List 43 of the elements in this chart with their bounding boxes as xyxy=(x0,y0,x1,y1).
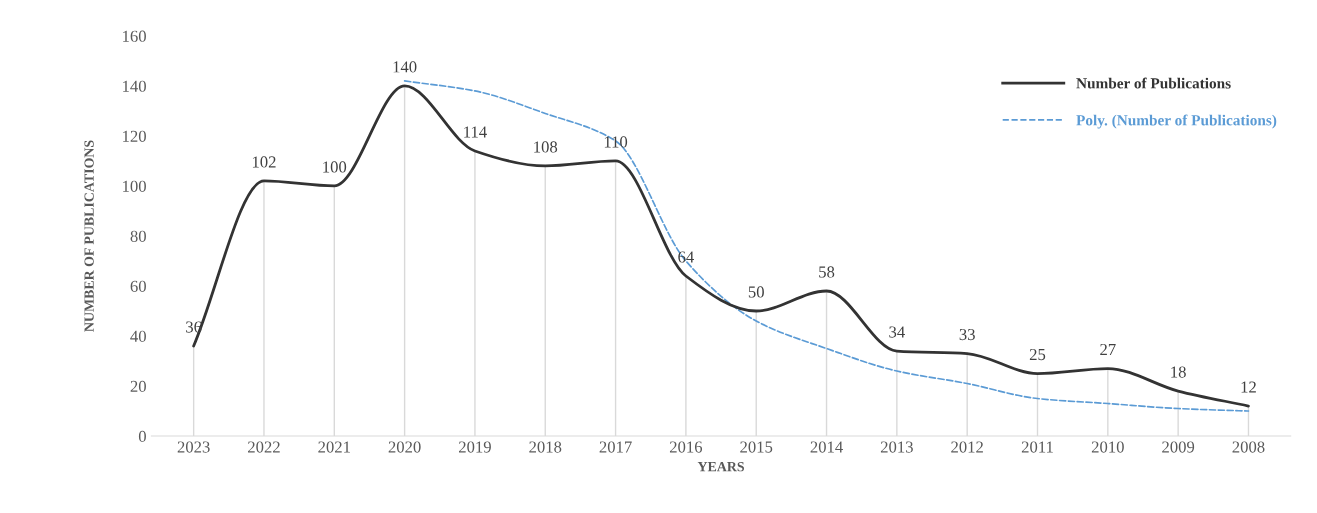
legend-label: Poly. (Number of Publications) xyxy=(1076,114,1277,129)
data-label: 34 xyxy=(889,326,905,338)
y-tick-label: 60 xyxy=(130,280,146,292)
y-tick-label: 40 xyxy=(130,330,146,342)
y-tick-label: 20 xyxy=(130,380,146,392)
x-tick-label: 2014 xyxy=(810,441,843,453)
x-tick-label: 2016 xyxy=(669,441,703,453)
x-tick-label: 2019 xyxy=(459,441,491,453)
data-label: 102 xyxy=(252,156,276,168)
y-axis-title: NUMBER OF PUBLICATIONS xyxy=(84,140,94,332)
data-label: 27 xyxy=(1100,343,1116,355)
x-tick-label: 2011 xyxy=(1021,441,1053,453)
x-axis-title: YEARS xyxy=(697,462,745,472)
data-label: 108 xyxy=(534,141,558,153)
x-tick-label: 2017 xyxy=(599,441,632,453)
y-tick-label: 0 xyxy=(138,430,146,442)
y-tick-label: 140 xyxy=(123,80,146,92)
x-tick-label: 2015 xyxy=(740,441,773,453)
x-tick-label: 2023 xyxy=(177,441,210,453)
x-tick-label: 2020 xyxy=(388,441,421,453)
data-label: 100 xyxy=(323,161,347,173)
data-label: 18 xyxy=(1171,366,1186,378)
data-label: 140 xyxy=(393,61,417,73)
y-tick-label: 100 xyxy=(123,180,146,192)
x-tick-label: 2012 xyxy=(951,441,983,453)
data-label: 25 xyxy=(1029,348,1046,361)
x-tick-label: 2021 xyxy=(318,441,350,453)
x-tick-label: 2013 xyxy=(880,441,913,453)
data-label: 114 xyxy=(464,126,487,138)
x-tick-label: 2010 xyxy=(1091,441,1124,453)
y-tick-label: 160 xyxy=(123,30,146,42)
x-tick-label: 2022 xyxy=(248,441,280,453)
x-tick-label: 2008 xyxy=(1232,441,1265,453)
data-label: 12 xyxy=(1241,381,1256,393)
x-tick-label: 2009 xyxy=(1162,441,1195,453)
data-label: 64 xyxy=(678,251,694,263)
legend-label: Number of Publications xyxy=(1076,77,1231,89)
x-tick-label: 2018 xyxy=(529,441,562,453)
y-tick-label: 120 xyxy=(123,130,146,142)
data-label: 33 xyxy=(959,328,975,341)
data-label: 58 xyxy=(819,266,835,278)
y-tick-label: 80 xyxy=(130,230,146,242)
data-label: 50 xyxy=(748,286,764,298)
